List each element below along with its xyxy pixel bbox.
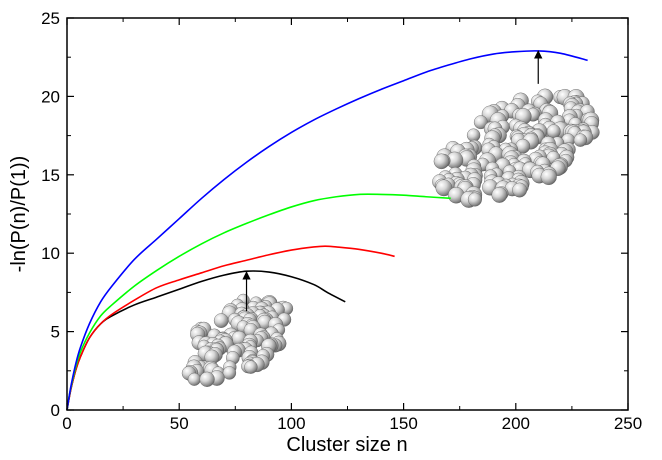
- large-cluster-image: [432, 88, 600, 208]
- x-tick-label: 150: [389, 414, 417, 433]
- x-tick-label: 50: [170, 414, 189, 433]
- axis-ticks: 0 50 100 150 200 250 0 5 10 15 20 25: [41, 9, 642, 433]
- x-axis-title: Cluster size n: [286, 434, 407, 456]
- cluster-sphere: [512, 182, 527, 198]
- cluster-sphere: [467, 192, 482, 207]
- series-line-3: [66, 193, 451, 411]
- series-line-2: [66, 245, 395, 411]
- x-tick-label: 0: [62, 414, 71, 433]
- y-tick-label: 10: [41, 244, 60, 263]
- cluster-sphere: [573, 133, 588, 147]
- y-tick-label: 5: [51, 323, 60, 342]
- y-tick-label: 0: [51, 401, 60, 420]
- cluster-sphere: [213, 313, 229, 328]
- x-tick-label: 100: [277, 414, 305, 433]
- cluster-sphere: [187, 372, 201, 386]
- cluster-sphere: [466, 128, 481, 142]
- x-tick-label: 200: [502, 414, 530, 433]
- x-tick-label: 250: [614, 414, 642, 433]
- cluster-sphere: [540, 168, 557, 186]
- series-line-4: [66, 50, 588, 411]
- cluster-sphere: [473, 115, 488, 130]
- cluster-sphere: [491, 186, 508, 203]
- cluster-sphere: [433, 153, 450, 170]
- y-axis-title: -ln(P(n)/P(1)): [8, 156, 30, 273]
- cluster-sphere: [222, 366, 237, 380]
- plot-frame: [66, 17, 629, 411]
- cluster-sphere: [546, 124, 561, 139]
- y-tick-label: 20: [41, 87, 60, 106]
- y-tick-label: 15: [41, 166, 60, 185]
- y-tick-label: 25: [41, 9, 60, 28]
- series-layer: [66, 50, 588, 411]
- cluster-sphere: [435, 179, 453, 197]
- annotation-layer: [242, 50, 543, 312]
- cluster-sphere: [244, 360, 258, 374]
- small-cluster-image: [181, 293, 294, 387]
- cluster-sphere: [199, 371, 215, 387]
- cluster-images: [181, 88, 600, 387]
